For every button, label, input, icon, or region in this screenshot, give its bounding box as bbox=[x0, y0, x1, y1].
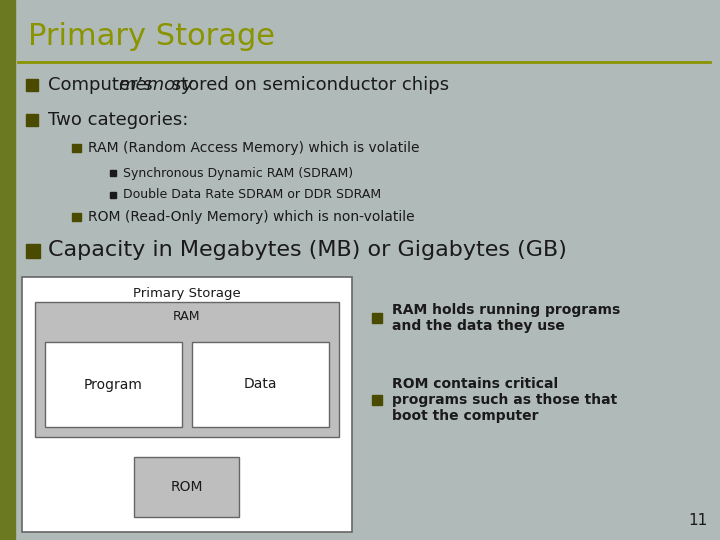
Bar bbox=[372, 313, 382, 323]
Bar bbox=[26, 79, 37, 91]
Text: RAM: RAM bbox=[174, 310, 201, 323]
Bar bbox=[110, 192, 116, 198]
Text: Computer’s: Computer’s bbox=[48, 76, 158, 94]
Bar bbox=[0, 0, 15, 540]
Text: Program: Program bbox=[84, 377, 143, 392]
Text: RAM holds running programs
and the data they use: RAM holds running programs and the data … bbox=[392, 303, 620, 333]
Text: Data: Data bbox=[244, 377, 277, 392]
Bar bbox=[72, 144, 81, 152]
Bar bbox=[22, 277, 352, 532]
Bar bbox=[135, 457, 240, 517]
Bar bbox=[372, 395, 382, 405]
Text: Primary Storage: Primary Storage bbox=[133, 287, 241, 300]
Text: ROM contains critical
programs such as those that
boot the computer: ROM contains critical programs such as t… bbox=[392, 377, 617, 423]
Bar bbox=[26, 114, 37, 126]
Bar bbox=[192, 342, 329, 427]
Text: RAM (Random Access Memory) which is volatile: RAM (Random Access Memory) which is vola… bbox=[89, 141, 420, 155]
Text: memory: memory bbox=[118, 76, 193, 94]
Text: ROM (Read-Only Memory) which is non-volatile: ROM (Read-Only Memory) which is non-vola… bbox=[89, 210, 415, 224]
Bar bbox=[26, 244, 40, 258]
Text: Capacity in Megabytes (MB) or Gigabytes (GB): Capacity in Megabytes (MB) or Gigabytes … bbox=[48, 240, 567, 260]
Text: ROM: ROM bbox=[171, 480, 203, 494]
Text: Two categories:: Two categories: bbox=[48, 111, 188, 129]
Bar bbox=[45, 342, 182, 427]
Bar bbox=[110, 170, 116, 176]
Text: 11: 11 bbox=[689, 513, 708, 528]
Text: Synchronous Dynamic RAM (SDRAM): Synchronous Dynamic RAM (SDRAM) bbox=[123, 166, 353, 179]
Bar bbox=[72, 213, 81, 221]
Text: stored on semiconductor chips: stored on semiconductor chips bbox=[166, 76, 449, 94]
Text: Double Data Rate SDRAM or DDR SDRAM: Double Data Rate SDRAM or DDR SDRAM bbox=[123, 188, 381, 201]
Bar bbox=[35, 302, 339, 437]
Text: Primary Storage: Primary Storage bbox=[28, 22, 275, 51]
